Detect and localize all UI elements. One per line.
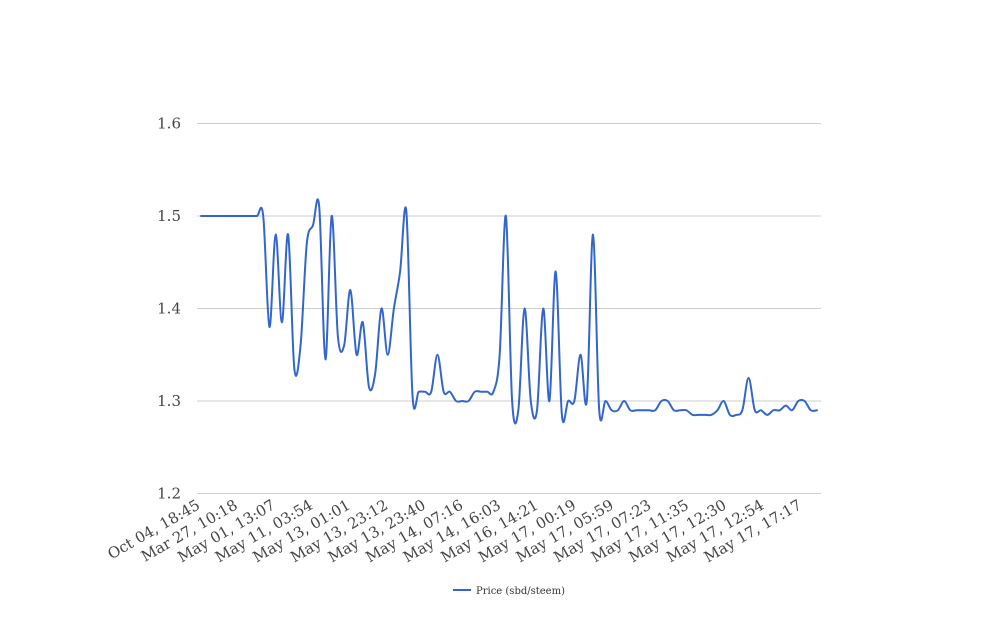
y-tick-label: 1.2 <box>157 485 181 503</box>
y-tick-label: 1.3 <box>157 392 181 410</box>
y-tick-label: 1.5 <box>157 207 181 225</box>
y-axis-ticks: 1.2 1.3 1.4 1.5 1.6 <box>157 115 181 503</box>
series-line-price <box>200 198 818 425</box>
legend: Price (sbd/steem) <box>453 586 565 597</box>
y-tick-label: 1.4 <box>157 300 181 318</box>
series-layer <box>200 198 818 425</box>
legend-label: Price (sbd/steem) <box>476 586 565 597</box>
y-tick-label: 1.6 <box>157 115 181 133</box>
